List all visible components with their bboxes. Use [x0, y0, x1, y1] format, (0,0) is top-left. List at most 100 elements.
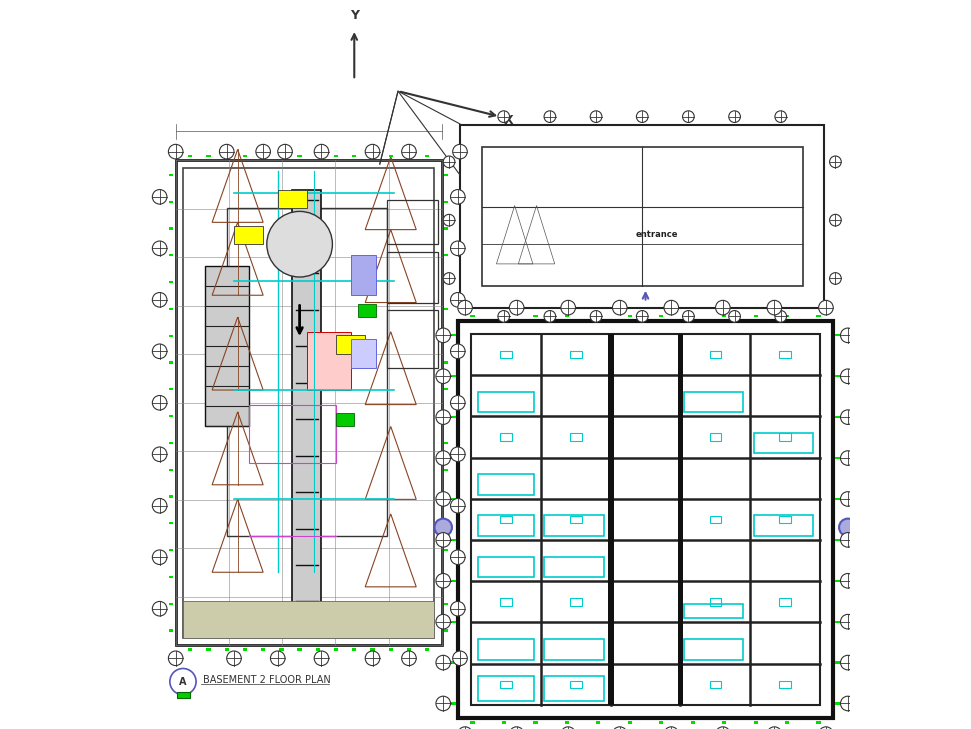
Bar: [169, 335, 174, 337]
Text: A: A: [180, 677, 186, 687]
Bar: [470, 315, 475, 317]
Circle shape: [443, 156, 454, 168]
Bar: [685, 391, 744, 412]
Circle shape: [365, 144, 380, 159]
Bar: [169, 549, 174, 551]
Bar: [478, 676, 534, 701]
Bar: [351, 255, 376, 295]
Bar: [753, 315, 758, 317]
Bar: [388, 155, 393, 157]
Circle shape: [152, 190, 167, 204]
Bar: [533, 315, 538, 317]
Bar: [169, 576, 174, 578]
Bar: [169, 389, 174, 391]
Bar: [478, 515, 534, 536]
Circle shape: [510, 727, 524, 729]
Bar: [659, 315, 663, 317]
Bar: [690, 722, 695, 723]
Bar: [722, 315, 726, 317]
Circle shape: [452, 651, 467, 666]
Bar: [685, 604, 744, 618]
Bar: [835, 539, 840, 541]
Bar: [444, 576, 449, 578]
Bar: [690, 315, 695, 317]
Bar: [780, 599, 791, 606]
Bar: [545, 676, 604, 701]
Bar: [226, 208, 387, 536]
Bar: [444, 603, 449, 605]
Circle shape: [168, 651, 183, 666]
Circle shape: [841, 655, 855, 670]
Bar: [835, 498, 840, 500]
Circle shape: [636, 111, 648, 122]
Circle shape: [841, 369, 855, 383]
Bar: [358, 304, 376, 317]
Text: Y: Y: [350, 9, 358, 22]
Bar: [176, 160, 442, 645]
Circle shape: [819, 300, 833, 315]
Bar: [570, 681, 582, 688]
Circle shape: [152, 601, 167, 616]
Bar: [425, 155, 429, 157]
Circle shape: [841, 574, 855, 588]
Circle shape: [819, 727, 833, 729]
Bar: [169, 174, 174, 176]
Bar: [370, 155, 375, 157]
Bar: [710, 599, 721, 606]
Circle shape: [436, 696, 451, 711]
Bar: [570, 516, 582, 523]
Bar: [444, 549, 449, 551]
Bar: [780, 516, 791, 523]
Bar: [817, 315, 820, 317]
Bar: [452, 334, 455, 336]
Bar: [482, 147, 803, 286]
Text: BASEMENT 2 FLOOR PLAN: BASEMENT 2 FLOOR PLAN: [203, 675, 331, 685]
Circle shape: [436, 655, 451, 670]
Bar: [710, 516, 721, 523]
Circle shape: [365, 651, 380, 666]
Circle shape: [829, 156, 841, 168]
Bar: [452, 416, 455, 418]
Circle shape: [152, 499, 167, 513]
Circle shape: [402, 144, 417, 159]
Bar: [307, 332, 351, 390]
Bar: [387, 310, 438, 368]
Circle shape: [498, 111, 510, 122]
Bar: [444, 200, 449, 203]
Bar: [388, 649, 393, 651]
Circle shape: [451, 550, 465, 564]
Bar: [206, 649, 211, 651]
Bar: [387, 252, 438, 303]
Circle shape: [841, 615, 855, 629]
Bar: [500, 351, 512, 358]
Circle shape: [315, 651, 329, 666]
Bar: [169, 496, 174, 498]
Bar: [835, 334, 840, 336]
Circle shape: [767, 727, 782, 729]
Bar: [169, 630, 174, 631]
Circle shape: [256, 144, 271, 159]
Bar: [685, 639, 744, 660]
Bar: [710, 681, 721, 688]
Bar: [564, 722, 569, 723]
Bar: [169, 469, 174, 471]
Bar: [444, 522, 449, 524]
Bar: [444, 389, 449, 391]
Bar: [224, 155, 229, 157]
Bar: [292, 190, 321, 616]
Bar: [336, 335, 365, 354]
Circle shape: [451, 601, 465, 616]
Circle shape: [451, 344, 465, 359]
Circle shape: [451, 292, 465, 307]
Bar: [608, 334, 614, 705]
Bar: [835, 580, 840, 582]
Circle shape: [457, 727, 472, 729]
Circle shape: [613, 300, 627, 315]
Circle shape: [841, 451, 855, 465]
Circle shape: [841, 410, 855, 424]
Bar: [835, 661, 840, 663]
Bar: [500, 599, 512, 606]
Bar: [444, 496, 449, 498]
Bar: [205, 266, 249, 426]
Bar: [835, 457, 840, 459]
